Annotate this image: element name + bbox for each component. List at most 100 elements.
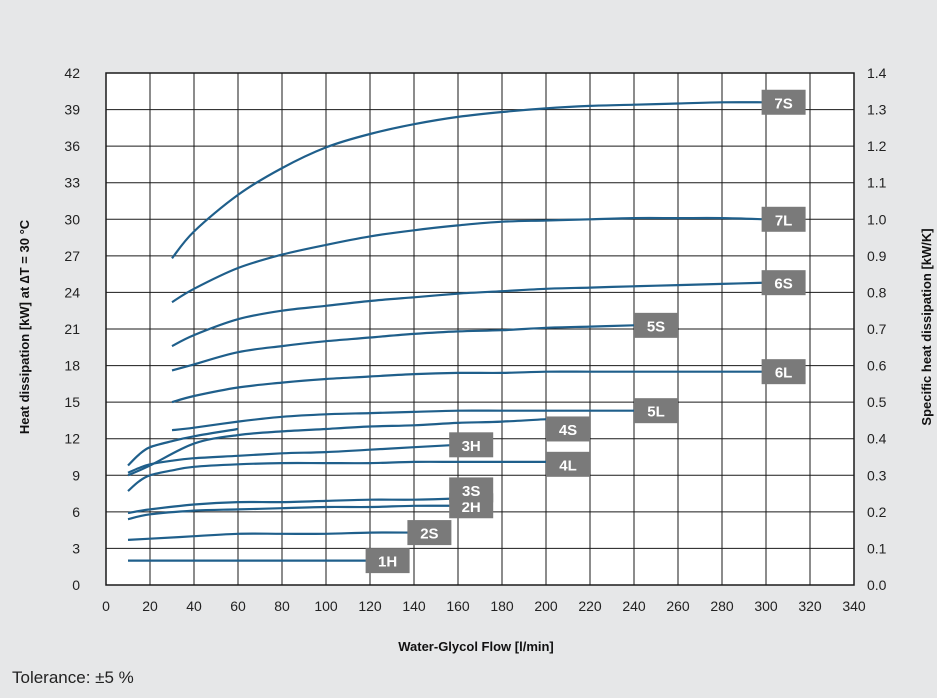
- y-tick-label-left: 15: [64, 394, 80, 410]
- curve-label-1h: 1H: [365, 548, 410, 574]
- curve-label-7s: 7S: [761, 89, 806, 115]
- curve-label-text: 2H: [462, 499, 481, 516]
- x-tick-label: 20: [142, 598, 158, 614]
- x-tick-label: 140: [402, 598, 426, 614]
- curve-label-text: 4L: [559, 457, 577, 474]
- x-tick-label: 340: [842, 598, 866, 614]
- x-tick-label: 280: [710, 598, 734, 614]
- plot-frame: [105, 72, 855, 586]
- curve-label-box: [634, 312, 678, 338]
- x-tick-label: 120: [358, 598, 382, 614]
- curves: [127, 101, 767, 562]
- curve-label-4l: 4L: [546, 451, 590, 477]
- curve-6s: [171, 281, 767, 348]
- curve-label-box: [365, 548, 410, 574]
- curve-label-7l: 7L: [761, 206, 806, 232]
- curve-label-box: [761, 270, 806, 296]
- curve-label-box: [761, 359, 806, 385]
- curve-label-box: [407, 520, 452, 546]
- y-tick-label-left: 12: [64, 431, 80, 447]
- curve-label-text: 7S: [774, 95, 792, 112]
- y-tick-label-right: 1.0: [867, 211, 887, 227]
- x-tick-label: 220: [578, 598, 602, 614]
- curve-7s: [171, 101, 767, 259]
- y-tick-label-left: 18: [64, 358, 80, 374]
- y-axis-right-ticks: 0.0 0.1 0.2 0.3 0.4 0.5 0.6 0.7 0.8 0.9 1.0 1.1 1.2 1…: [867, 65, 887, 593]
- curve-label-4s: 4S: [546, 416, 590, 442]
- curve-label-text: 5S: [647, 318, 665, 335]
- y-tick-label-left: 33: [64, 175, 80, 191]
- curve-3s: [127, 497, 459, 515]
- curve-4s-start: [127, 427, 239, 467]
- y-tick-label-right: 1.1: [867, 175, 887, 191]
- curve-label-text: 6L: [775, 365, 793, 382]
- y-tick-label-right: 1.2: [867, 138, 887, 154]
- y-tick-label-right: 0.2: [867, 504, 887, 520]
- curve-label-text: 6S: [774, 276, 792, 293]
- curve-label-6s: 6S: [761, 270, 806, 296]
- y-tick-label-right: 0.4: [867, 431, 887, 447]
- x-tick-label: 0: [102, 598, 110, 614]
- curve-label-box: [761, 206, 806, 232]
- y-tick-label-left: 27: [64, 248, 80, 264]
- curve-label-text: 5L: [647, 404, 665, 421]
- y-axis-left-title: Heat dissipation [kW] at ∆T = 30 °C: [17, 219, 32, 434]
- curve-label-3s: 3S: [449, 477, 494, 503]
- curve-label-text: 1H: [378, 554, 397, 571]
- curve-4l: [127, 460, 546, 492]
- x-tick-label: 60: [230, 598, 246, 614]
- curve-label-5l: 5L: [634, 398, 678, 424]
- y-tick-label-left: 42: [64, 65, 80, 81]
- curve-label-text: 3S: [462, 483, 480, 500]
- tolerance-note: Tolerance: ±5 %: [12, 668, 134, 687]
- curve-3h: [127, 443, 459, 474]
- curve-label-box: [634, 398, 678, 424]
- y-tick-label-right: 0.5: [867, 394, 887, 410]
- x-tick-label: 260: [666, 598, 690, 614]
- y-tick-label-right: 0.7: [867, 321, 887, 337]
- y-tick-label-right: 1.4: [867, 65, 887, 81]
- curve-label-box: [546, 416, 590, 442]
- y-tick-label-right: 0.1: [867, 540, 887, 556]
- x-tick-label: 180: [490, 598, 514, 614]
- curve-4s: [127, 418, 547, 477]
- x-tick-label: 100: [314, 598, 338, 614]
- x-tick-label: 200: [534, 598, 558, 614]
- y-tick-label-left: 3: [72, 540, 80, 556]
- curve-5l: [171, 409, 634, 432]
- x-tick-label: 320: [798, 598, 822, 614]
- x-tick-label: 160: [446, 598, 470, 614]
- x-tick-label: 300: [754, 598, 778, 614]
- y-tick-label-left: 39: [64, 102, 80, 118]
- y-tick-label-right: 0.8: [867, 284, 887, 300]
- curve-label-text: 3H: [462, 438, 481, 455]
- x-tick-label: 240: [622, 598, 646, 614]
- y-axis-right-title: Specific heat dissipation [kW/K]: [919, 228, 934, 425]
- curve-6l: [171, 370, 766, 404]
- curve-label-box: [761, 89, 806, 115]
- y-tick-label-left: 30: [64, 211, 80, 227]
- curve-5s: [171, 324, 635, 372]
- curve-2h: [127, 504, 459, 521]
- curve-label-box: [449, 477, 494, 503]
- curve-label-box: [449, 432, 494, 458]
- x-tick-label: 40: [186, 598, 202, 614]
- curve-7l: [171, 216, 767, 304]
- y-tick-label-left: 0: [72, 577, 80, 593]
- y-tick-label-left: 36: [64, 138, 80, 154]
- y-tick-label-left: 6: [72, 504, 80, 520]
- curve-label-text: 7L: [775, 212, 793, 229]
- curve-label-text: 4S: [559, 422, 577, 439]
- y-tick-label-right: 0.9: [867, 248, 887, 264]
- y-tick-label-left: 24: [64, 284, 80, 300]
- curve-label-box: [546, 451, 590, 477]
- y-tick-label-left: 9: [72, 467, 80, 483]
- y-tick-label-right: 0.0: [867, 577, 887, 593]
- curve-label-6l: 6L: [761, 359, 806, 385]
- y-tick-label-left: 21: [64, 321, 80, 337]
- y-tick-label-right: 0.3: [867, 467, 887, 483]
- curve-label-5s: 5S: [634, 312, 678, 338]
